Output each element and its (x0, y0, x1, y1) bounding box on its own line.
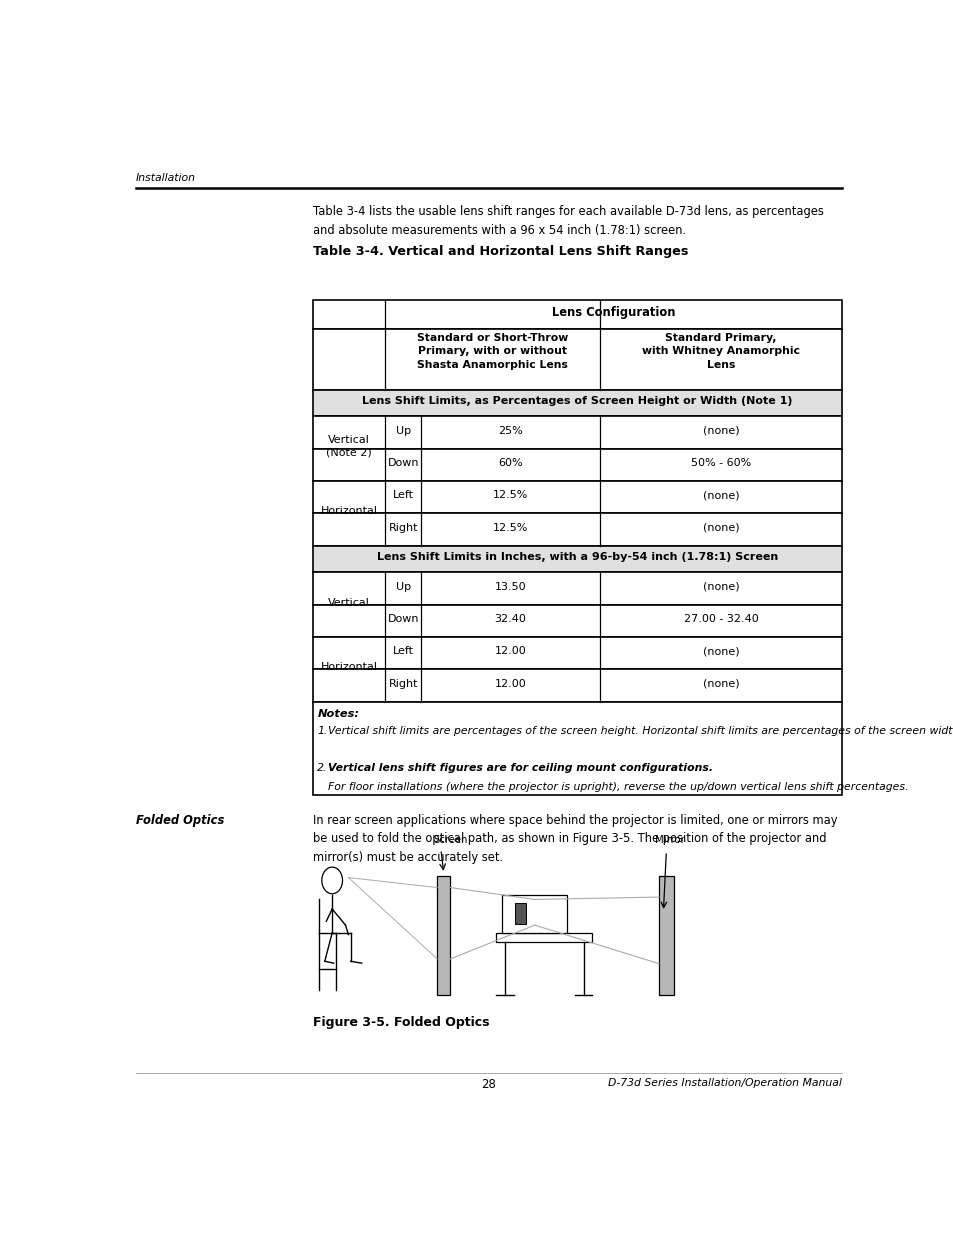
Text: Vertical shift limits are percentages of the screen height. Horizontal shift lim: Vertical shift limits are percentages of… (328, 726, 953, 736)
Bar (313, 669, 841, 701)
Text: Lens Configuration: Lens Configuration (552, 306, 675, 319)
Bar (313, 416, 841, 448)
Text: Down: Down (387, 458, 418, 468)
Text: Lens Shift Limits, as Percentages of Screen Height or Width (Note 1): Lens Shift Limits, as Percentages of Scr… (362, 396, 792, 406)
Text: 13.50: 13.50 (494, 582, 526, 592)
Text: Up: Up (395, 426, 411, 436)
Bar (313, 605, 841, 637)
Text: Vertical: Vertical (328, 598, 370, 608)
Bar (496, 932, 592, 942)
Text: (none): (none) (702, 582, 739, 592)
Bar (436, 876, 450, 994)
Text: Left: Left (393, 646, 414, 656)
Text: Up: Up (395, 582, 411, 592)
Text: 28: 28 (481, 1078, 496, 1092)
Text: 32.40: 32.40 (494, 614, 526, 624)
Text: Table 3-4 lists the usable lens shift ranges for each available D-73d lens, as p: Table 3-4 lists the usable lens shift ra… (313, 205, 823, 237)
Text: Vertical
(Note 2): Vertical (Note 2) (326, 435, 372, 457)
Text: Mirror: Mirror (655, 835, 684, 845)
Text: Left: Left (393, 490, 414, 500)
Text: Folded Optics: Folded Optics (135, 814, 224, 827)
Text: (none): (none) (702, 646, 739, 656)
Text: 12.5%: 12.5% (492, 490, 528, 500)
Text: (none): (none) (702, 490, 739, 500)
Text: Lens Shift Limits in Inches, with a 96-by-54 inch (1.78:1) Screen: Lens Shift Limits in Inches, with a 96-b… (376, 552, 778, 562)
Text: 60%: 60% (497, 458, 522, 468)
Bar (515, 904, 525, 924)
Text: Figure 3-5. Folded Optics: Figure 3-5. Folded Optics (313, 1016, 489, 1030)
Bar (313, 572, 841, 605)
Text: 12.00: 12.00 (494, 678, 526, 689)
Bar (501, 894, 567, 932)
Text: Vertical lens shift figures are for ceiling mount configurations.: Vertical lens shift figures are for ceil… (328, 762, 712, 773)
Text: Right: Right (388, 678, 417, 689)
Bar (659, 876, 673, 994)
Text: Screen: Screen (433, 835, 467, 845)
Text: Notes:: Notes: (317, 709, 359, 719)
Text: Right: Right (388, 522, 417, 532)
Text: Table 3-4. Vertical and Horizontal Lens Shift Ranges: Table 3-4. Vertical and Horizontal Lens … (313, 246, 688, 258)
Text: 27.00 - 32.40: 27.00 - 32.40 (683, 614, 758, 624)
Bar (313, 701, 841, 795)
Text: Horizontal: Horizontal (320, 662, 377, 672)
Bar (313, 300, 841, 329)
Text: Standard Primary,
with Whitney Anamorphic
Lens: Standard Primary, with Whitney Anamorphi… (641, 332, 800, 370)
Text: For floor installations (where the projector is upright), reverse the up/down ve: For floor installations (where the proje… (328, 782, 907, 792)
Bar (313, 637, 841, 669)
Text: Down: Down (387, 614, 418, 624)
Bar (313, 514, 841, 546)
Text: 50% - 60%: 50% - 60% (690, 458, 750, 468)
Text: Horizontal: Horizontal (320, 506, 377, 516)
Text: 12.00: 12.00 (494, 646, 526, 656)
Bar (313, 329, 841, 390)
Text: (none): (none) (702, 522, 739, 532)
Text: Installation: Installation (135, 173, 195, 183)
Text: 2.: 2. (317, 762, 328, 773)
Text: (none): (none) (702, 678, 739, 689)
Text: 25%: 25% (497, 426, 522, 436)
Bar (313, 482, 841, 514)
Text: 12.5%: 12.5% (492, 522, 528, 532)
Text: 1.: 1. (317, 726, 328, 736)
Text: In rear screen applications where space behind the projector is limited, one or : In rear screen applications where space … (313, 814, 837, 863)
Bar (313, 546, 841, 572)
Bar (313, 390, 841, 416)
Text: Standard or Short-Throw
Primary, with or without
Shasta Anamorphic Lens: Standard or Short-Throw Primary, with or… (416, 332, 568, 370)
Bar (313, 448, 841, 482)
Text: D-73d Series Installation/Operation Manual: D-73d Series Installation/Operation Manu… (608, 1078, 841, 1088)
Text: (none): (none) (702, 426, 739, 436)
